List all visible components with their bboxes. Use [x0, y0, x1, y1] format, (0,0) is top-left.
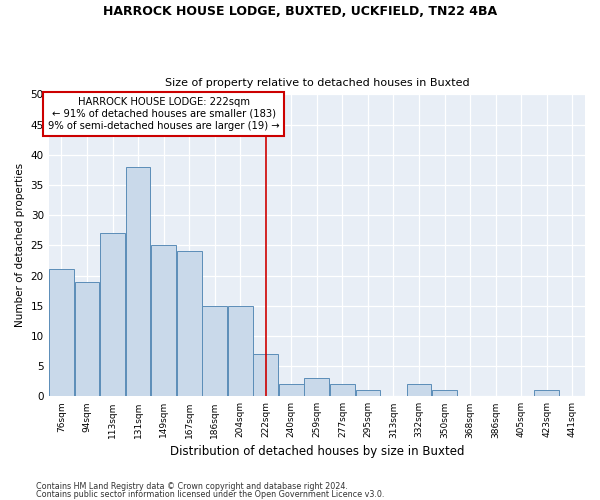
Bar	[49, 270, 74, 396]
Text: HARROCK HOUSE LODGE: 222sqm
← 91% of detached houses are smaller (183)
9% of sem: HARROCK HOUSE LODGE: 222sqm ← 91% of det…	[48, 98, 280, 130]
Bar	[74, 282, 100, 397]
Bar	[330, 384, 355, 396]
Text: Contains public sector information licensed under the Open Government Licence v3: Contains public sector information licen…	[36, 490, 385, 499]
Bar	[228, 306, 253, 396]
Bar	[304, 378, 329, 396]
X-axis label: Distribution of detached houses by size in Buxted: Distribution of detached houses by size …	[170, 444, 464, 458]
Bar	[535, 390, 559, 396]
Bar	[177, 252, 202, 396]
Bar	[279, 384, 304, 396]
Bar	[356, 390, 380, 396]
Bar	[407, 384, 431, 396]
Text: HARROCK HOUSE LODGE, BUXTED, UCKFIELD, TN22 4BA: HARROCK HOUSE LODGE, BUXTED, UCKFIELD, T…	[103, 5, 497, 18]
Bar	[151, 246, 176, 396]
Y-axis label: Number of detached properties: Number of detached properties	[15, 164, 25, 328]
Bar	[432, 390, 457, 396]
Text: Contains HM Land Registry data © Crown copyright and database right 2024.: Contains HM Land Registry data © Crown c…	[36, 482, 348, 491]
Bar	[125, 167, 151, 396]
Bar	[253, 354, 278, 397]
Bar	[100, 233, 125, 396]
Title: Size of property relative to detached houses in Buxted: Size of property relative to detached ho…	[164, 78, 469, 88]
Bar	[202, 306, 227, 396]
